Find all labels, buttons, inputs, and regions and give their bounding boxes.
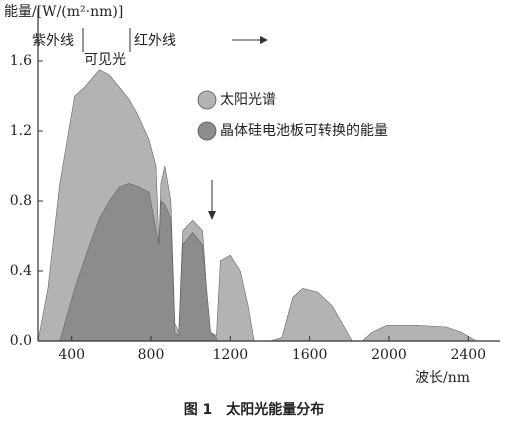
legend-marker <box>197 121 217 141</box>
annotation: 红外线 <box>134 33 176 49</box>
legend-marker <box>197 90 217 110</box>
area <box>59 183 217 342</box>
x-tick-label: 800 <box>138 347 165 363</box>
x-tick-label: 1200 <box>213 347 249 363</box>
arrow-head <box>260 36 268 44</box>
x-axis-label: 波长/nm <box>415 370 470 386</box>
caption: 图 1 太阳光能量分布 <box>184 401 325 418</box>
y-axis-label: 能量/[W/(m²·nm)] <box>4 4 123 20</box>
x-tick-label: 2400 <box>450 347 486 363</box>
y-tick-label: 1.6 <box>10 53 32 69</box>
annotation: 紫外线 <box>32 33 74 49</box>
y-tick-label: 0.8 <box>10 193 32 209</box>
annotation: 可见光 <box>84 52 126 68</box>
x-tick-label: 2000 <box>371 347 407 363</box>
x-tick-label: 400 <box>58 347 85 363</box>
arrow-head <box>208 211 216 220</box>
y-tick-label: 0.4 <box>10 263 32 279</box>
plot <box>37 69 478 342</box>
legend-label: 晶体硅电池板可转换的能量 <box>220 122 388 139</box>
x-tick-label: 1600 <box>292 347 328 363</box>
legend-label: 太阳光谱 <box>220 92 276 108</box>
y-tick-label: 1.2 <box>10 123 32 139</box>
y-tick-label: 0.0 <box>10 333 32 349</box>
